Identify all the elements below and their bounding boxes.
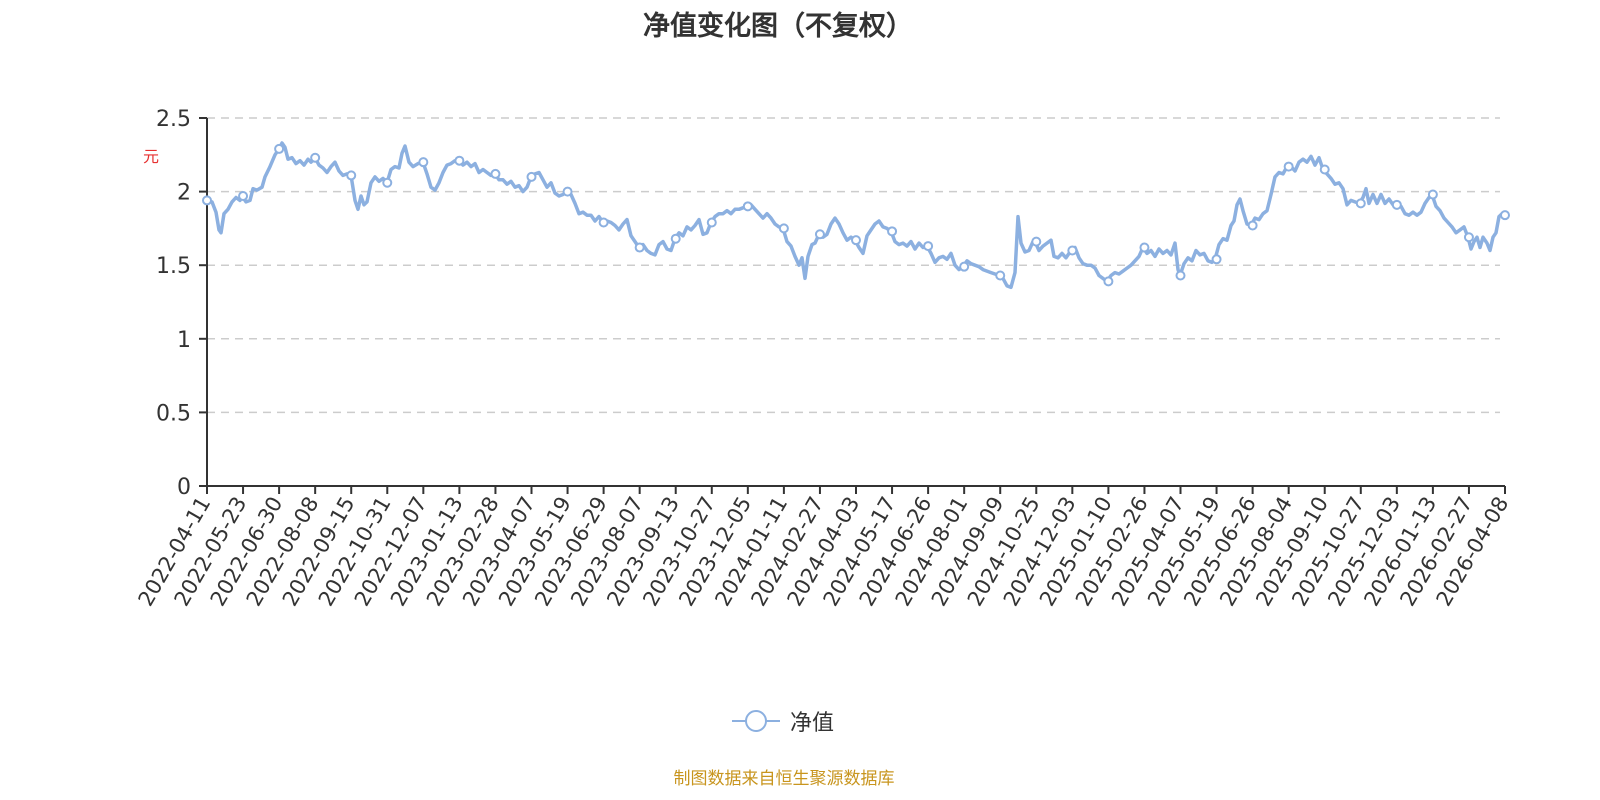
- data-point-marker[interactable]: [562, 186, 573, 197]
- data-point-marker[interactable]: [454, 155, 465, 166]
- data-point-marker[interactable]: [346, 170, 357, 181]
- data-point-marker[interactable]: [1139, 242, 1150, 253]
- y-tick-label: 2.5: [156, 107, 191, 132]
- net-value-line: [206, 141, 1506, 290]
- data-point-marker[interactable]: [274, 143, 285, 154]
- y-tick-label: 1.5: [156, 254, 191, 279]
- data-point-marker[interactable]: [202, 195, 212, 206]
- legend-item-net-value[interactable]: 净值: [730, 705, 834, 737]
- data-point-marker[interactable]: [634, 242, 645, 253]
- data-point-marker[interactable]: [1067, 245, 1078, 256]
- y-tick-label: 0.5: [156, 401, 191, 426]
- data-point-marker[interactable]: [490, 168, 501, 179]
- data-source-note: 制图数据来自恒生聚源数据库: [673, 769, 895, 789]
- data-point-marker[interactable]: [851, 235, 861, 246]
- y-axis: 0 0.5 1 1.5 2 2.5: [156, 107, 208, 500]
- data-point-marker[interactable]: [887, 226, 898, 237]
- data-point-marker[interactable]: [382, 177, 393, 188]
- data-point-marker[interactable]: [923, 241, 934, 252]
- y-tick-label: 1: [177, 328, 191, 353]
- series-net-value[interactable]: [202, 141, 1510, 290]
- data-point-marker[interactable]: [995, 270, 1006, 281]
- data-point-marker[interactable]: [1355, 198, 1366, 209]
- data-point-marker[interactable]: [1211, 254, 1222, 265]
- y-axis-unit-label: 元: [140, 148, 159, 164]
- data-point-marker[interactable]: [1247, 220, 1258, 231]
- gridlines: [207, 117, 1500, 414]
- data-point-marker[interactable]: [814, 229, 825, 240]
- data-point-marker[interactable]: [706, 217, 717, 228]
- data-point-marker[interactable]: [742, 201, 753, 212]
- data-point-marker[interactable]: [526, 171, 537, 182]
- legend-line-circle-icon: [732, 710, 780, 732]
- data-point-marker[interactable]: [1463, 232, 1474, 243]
- data-point-marker[interactable]: [1031, 236, 1042, 247]
- data-point-marker[interactable]: [598, 217, 609, 228]
- data-point-marker[interactable]: [1427, 189, 1438, 200]
- y-tick-label: 0: [177, 475, 191, 500]
- data-point-marker[interactable]: [238, 191, 249, 202]
- data-point-marker[interactable]: [670, 233, 681, 244]
- data-point-marker[interactable]: [959, 261, 970, 272]
- x-axis: 2022-04-112022-05-232022-06-302022-08-08…: [134, 485, 1513, 610]
- data-point-marker[interactable]: [310, 152, 321, 163]
- y-tick-label: 2: [177, 181, 191, 206]
- data-point-marker[interactable]: [1103, 276, 1114, 287]
- data-point-marker[interactable]: [418, 157, 429, 168]
- chart-title: 净值变化图（不复权）: [643, 11, 913, 42]
- data-point-marker[interactable]: [778, 223, 789, 234]
- data-point-marker[interactable]: [1500, 210, 1510, 221]
- data-point-marker[interactable]: [1283, 161, 1294, 172]
- data-point-marker[interactable]: [1391, 199, 1402, 210]
- legend-label: 净值: [790, 711, 835, 736]
- data-point-marker[interactable]: [1319, 164, 1330, 175]
- data-point-marker[interactable]: [1175, 270, 1186, 281]
